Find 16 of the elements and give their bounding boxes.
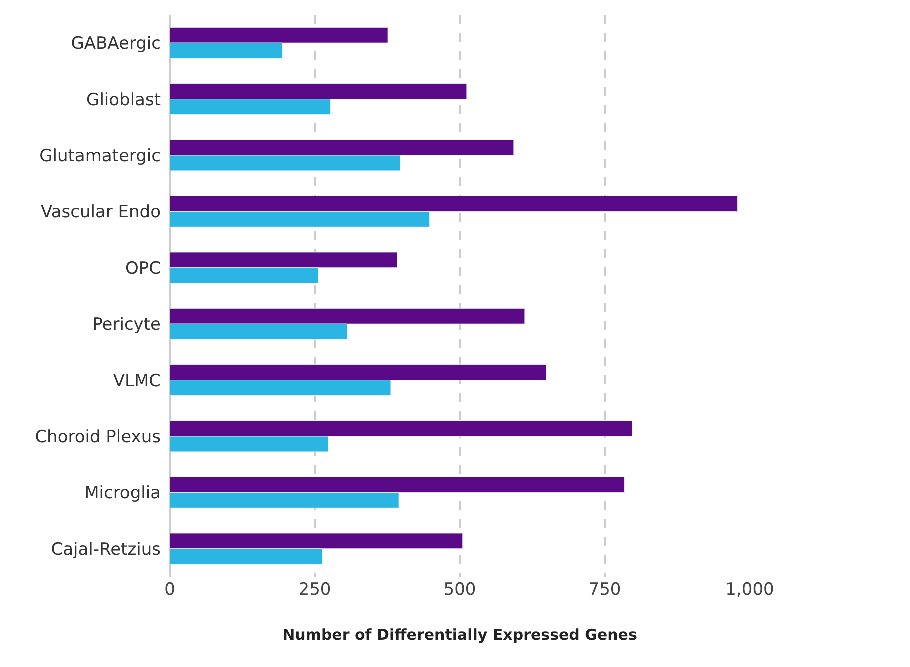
x-tick-label: 500 — [444, 580, 476, 600]
y-tick-label: Glutamatergic — [40, 146, 161, 166]
y-tick-label: VLMC — [113, 371, 161, 392]
y-tick-label: Vascular Endo — [41, 202, 161, 223]
y-tick-label: Pericyte — [92, 315, 161, 336]
y-tick-label: Glioblast — [86, 90, 162, 110]
y-tick-label: Microglia — [84, 484, 161, 504]
y-tick-label: GABAergic — [71, 34, 161, 54]
x-tick-label: 1,000 — [726, 580, 774, 600]
y-tick-label: OPC — [125, 258, 161, 279]
x-tick-label: 750 — [588, 580, 622, 600]
x-tick-label: 250 — [298, 580, 332, 600]
y-tick-label: Cajal-Retzius — [51, 540, 162, 560]
x-tick-label: 0 — [164, 580, 176, 600]
x-axis-title: Number of Differentially Expressed Genes — [282, 626, 638, 644]
y-tick-label: Choroid Plexus — [35, 427, 162, 448]
